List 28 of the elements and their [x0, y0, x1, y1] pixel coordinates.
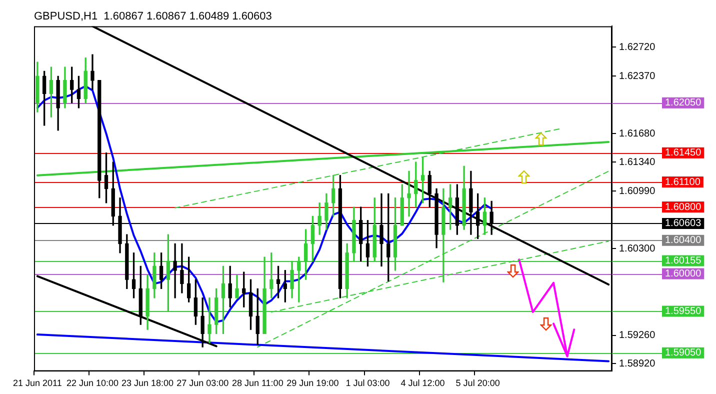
y-tick-label: 1.59260 — [619, 330, 656, 342]
chart-title: GBPUSD,H1 1.60867 1.60867 1.60489 1.60603 — [34, 10, 272, 23]
y-tick-label: 1.61680 — [619, 128, 656, 140]
y-tick-label: 1.61340 — [619, 156, 656, 168]
x-tick-label: 29 Jun 19:00 — [286, 378, 339, 388]
y-tick-label: 1.58920 — [619, 358, 656, 370]
x-tick-label: 21 Jun 2011 — [12, 378, 62, 388]
ref-line-label: 1.59550 — [665, 306, 702, 317]
ref-line-label: 1.62050 — [665, 98, 702, 109]
ref-line-label: 1.60000 — [665, 268, 702, 280]
y-tick-label: 1.62370 — [619, 70, 656, 82]
x-tick-label: 28 Jun 11:00 — [232, 378, 284, 388]
x-tick-label: 5 Jul 20:00 — [456, 378, 500, 388]
ref-line-label: 1.60155 — [665, 256, 702, 267]
x-tick-label: 27 Jun 03:00 — [176, 378, 229, 388]
ref-line-label: 1.61100 — [665, 176, 701, 188]
ref-line-label: 1.60603 — [665, 218, 702, 230]
x-tick-label: 22 Jun 10:00 — [66, 378, 119, 388]
x-tick-label: 23 Jun 18:00 — [122, 378, 174, 388]
y-tick-label: 1.60300 — [619, 243, 656, 254]
x-tick-label: 4 Jul 12:00 — [400, 378, 445, 388]
x-tick-label: 1 Jul 03:00 — [346, 378, 390, 388]
ref-line-label: 1.60800 — [665, 202, 702, 213]
ref-line-label: 1.59050 — [665, 348, 702, 359]
ref-line-label: 1.61450 — [665, 148, 702, 159]
y-tick-label: 1.62720 — [619, 42, 656, 53]
ref-line-label: 1.60400 — [665, 235, 702, 246]
y-tick-label: 1.60990 — [619, 186, 656, 197]
